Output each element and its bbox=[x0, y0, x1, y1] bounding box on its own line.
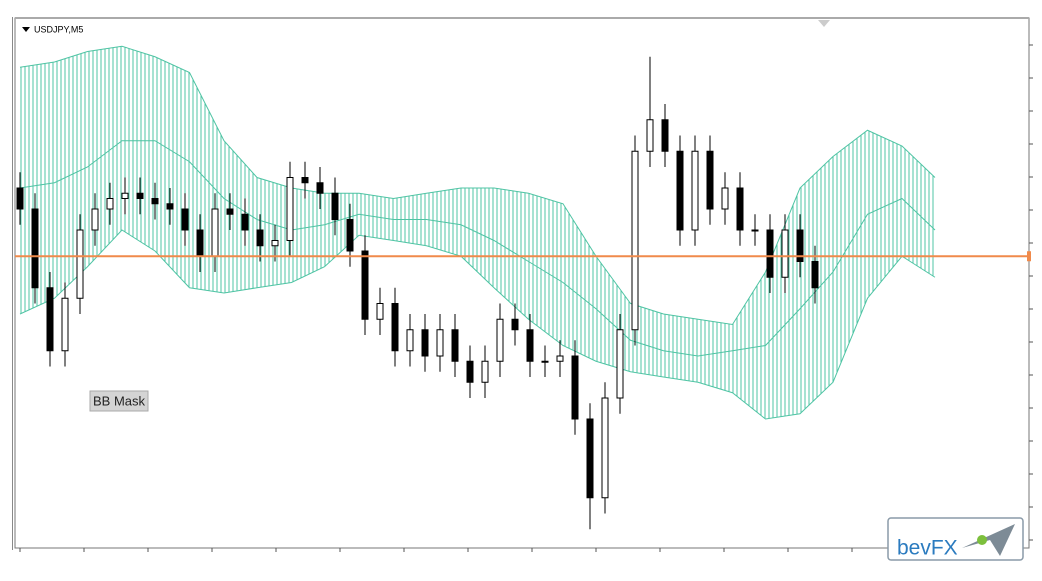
candle-body bbox=[361, 250, 369, 320]
button-label[interactable]: BB Mask bbox=[93, 393, 146, 408]
candle-body bbox=[811, 261, 819, 289]
candle-body bbox=[226, 208, 234, 215]
candle-body bbox=[196, 229, 204, 257]
price-marker bbox=[1027, 251, 1031, 262]
candle-body bbox=[751, 229, 759, 232]
candle-body bbox=[781, 229, 789, 278]
candle-body bbox=[106, 198, 114, 210]
candle-body bbox=[616, 329, 624, 399]
logo-dot bbox=[977, 535, 987, 545]
candle-body bbox=[301, 177, 309, 184]
candle-body bbox=[316, 182, 324, 194]
candle-body bbox=[646, 119, 654, 152]
candle-body bbox=[406, 329, 414, 352]
frame-left bbox=[12, 17, 13, 550]
candle-body bbox=[211, 208, 219, 257]
candle-body bbox=[91, 208, 99, 231]
bb-mask-button[interactable]: BB Mask bbox=[89, 390, 149, 412]
logo-wing bbox=[962, 524, 1015, 556]
candle-body bbox=[256, 229, 264, 247]
symbol-title: USDJPY,M5 bbox=[34, 24, 83, 34]
candle-body bbox=[526, 329, 534, 362]
candle-body bbox=[436, 329, 444, 357]
candle-body bbox=[631, 150, 639, 331]
candle-body bbox=[286, 177, 294, 241]
candle-body bbox=[736, 187, 744, 231]
candle-body bbox=[121, 192, 129, 199]
candle-body bbox=[181, 208, 189, 231]
candle-body bbox=[331, 192, 339, 220]
candle-body bbox=[376, 303, 384, 320]
candle-body bbox=[586, 418, 594, 499]
candle-body bbox=[721, 187, 729, 210]
plot-area bbox=[15, 44, 1033, 552]
button-bg[interactable] bbox=[89, 390, 149, 412]
candle-body bbox=[571, 355, 579, 420]
candle-body bbox=[136, 192, 144, 199]
candle-body bbox=[241, 213, 249, 231]
candle-body bbox=[466, 360, 474, 383]
candle-body bbox=[166, 203, 174, 210]
band-lower bbox=[19, 229, 936, 420]
candle-body bbox=[796, 229, 804, 262]
candle-body bbox=[691, 150, 699, 231]
candle-body bbox=[421, 329, 429, 357]
candle-body bbox=[496, 318, 504, 362]
candle-body bbox=[556, 355, 564, 362]
candle-body bbox=[451, 329, 459, 362]
candle-body bbox=[676, 150, 684, 231]
candle-body bbox=[481, 360, 489, 383]
candle-body bbox=[61, 297, 69, 352]
candle-body bbox=[511, 318, 519, 331]
candle-body bbox=[541, 360, 549, 363]
candle-body bbox=[46, 287, 54, 352]
candle-body bbox=[31, 208, 39, 289]
logo-box bbox=[887, 517, 1024, 561]
candle-body bbox=[391, 303, 399, 352]
candle-body bbox=[601, 397, 609, 499]
shift-marker bbox=[818, 20, 830, 27]
candle-body bbox=[271, 240, 279, 247]
candle-body bbox=[706, 150, 714, 210]
symbol-menu-arrow[interactable] bbox=[22, 27, 30, 32]
candle-body bbox=[661, 119, 669, 152]
logo-text: bevFX bbox=[897, 537, 958, 560]
band-middle bbox=[19, 140, 936, 357]
candle-body bbox=[766, 229, 774, 278]
candle-body bbox=[346, 219, 354, 252]
candle-body bbox=[76, 229, 84, 299]
candle-body bbox=[16, 187, 24, 210]
logo: bevFX bbox=[887, 517, 1024, 561]
candle-body bbox=[151, 198, 159, 205]
